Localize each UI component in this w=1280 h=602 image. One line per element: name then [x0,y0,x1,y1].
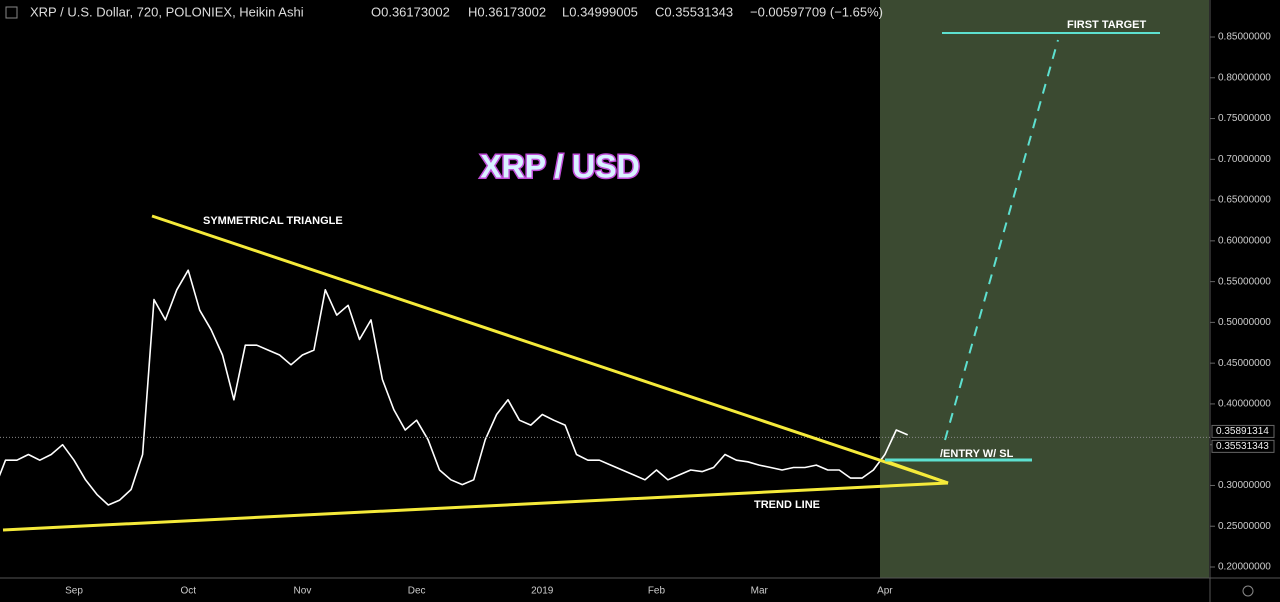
y-tick-label: 0.85000000 [1218,32,1271,43]
menu-icon[interactable] [5,6,18,19]
y-tick-label: 0.80000000 [1218,72,1271,83]
target-zone [880,0,1209,578]
headline: XRP / USD [480,148,639,184]
y-tick-label: 0.75000000 [1218,113,1271,124]
price-marker [1211,424,1275,438]
y-tick-label: 0.40000000 [1218,399,1271,410]
triangle-upper [151,214,949,485]
settings-icon[interactable] [1242,585,1254,597]
annotation: FIRST TARGET [1067,19,1147,31]
ohlc: L0.34999005 [562,4,638,19]
x-tick-label: Apr [877,586,893,597]
annotation: SYMMETRICAL TRIANGLE [203,215,343,227]
y-tick-label: 0.45000000 [1218,358,1271,369]
chart-title: XRP / U.S. Dollar, 720, POLONIEX, Heikin… [30,4,304,19]
y-tick-label: 0.65000000 [1218,195,1271,206]
y-tick-label: 0.20000000 [1218,562,1271,573]
x-tick-label: Sep [65,586,83,597]
x-tick-label: 2019 [531,586,554,597]
y-tick-label: 0.30000000 [1218,480,1271,491]
annotation: TREND LINE [754,499,820,511]
y-tick-label: 0.50000000 [1218,317,1271,328]
x-tick-label: Dec [408,586,426,597]
y-tick-label: 0.60000000 [1218,235,1271,246]
y-tick-label: 0.70000000 [1218,154,1271,165]
plot: 0.200000000.250000000.300000000.35000000… [0,32,1275,597]
price-marker-label: 0.35531343 [1216,441,1269,452]
change: −0.00597709 (−1.65%) [750,4,883,19]
y-tick-label: 0.55000000 [1218,276,1271,287]
x-tick-label: Oct [180,586,196,597]
x-tick-label: Feb [648,586,666,597]
projection [944,39,1059,441]
annotation: /ENTRY W/ SL [940,448,1014,460]
price-marker [1211,439,1275,453]
ohlc: O0.36173002 [371,4,450,19]
price-line [0,269,909,506]
y-tick-label: 0.25000000 [1218,521,1271,532]
ohlc: H0.36173002 [468,4,546,19]
triangle-apex [884,459,949,485]
x-tick-label: Mar [751,586,769,597]
trend-line [2,481,949,532]
price-marker-label: 0.35891314 [1216,426,1269,437]
x-tick-label: Nov [294,586,312,597]
ohlc: C0.35531343 [655,4,733,19]
